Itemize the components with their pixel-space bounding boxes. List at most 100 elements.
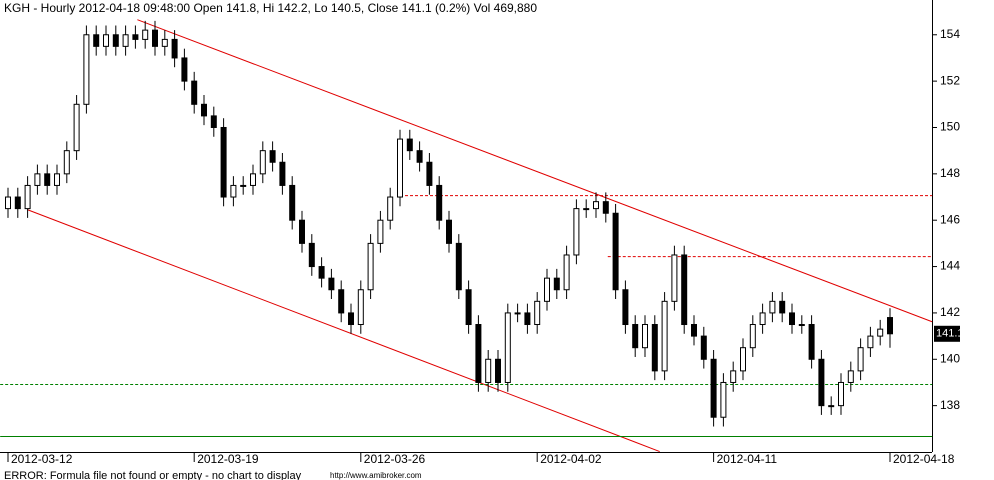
x-tick-label: 2012-03-19 — [197, 452, 259, 466]
candle-body — [455, 242, 462, 291]
candle-body — [808, 324, 815, 360]
candle-body — [318, 266, 325, 279]
candle-body — [769, 300, 776, 314]
candle-body — [730, 370, 737, 383]
candle-body — [142, 29, 149, 40]
candle-body — [759, 312, 766, 326]
candle-body — [563, 254, 570, 291]
x-tick-label: 2012-03-12 — [11, 452, 73, 466]
candle-body — [210, 115, 217, 128]
candle-body — [112, 34, 119, 47]
candle-body — [524, 312, 531, 326]
study-line — [137, 19, 933, 323]
candle-body — [240, 184, 247, 187]
candle-body — [5, 196, 11, 210]
candle-body — [593, 201, 599, 210]
candle-body — [749, 324, 756, 349]
candle-body — [103, 34, 109, 47]
candle-body — [357, 289, 364, 326]
candle-body — [700, 335, 707, 360]
candle-body — [436, 184, 443, 221]
candle-body — [348, 312, 354, 326]
candle-body — [377, 219, 384, 244]
candle-body — [838, 381, 844, 407]
candle-body — [544, 277, 550, 302]
candle-body — [632, 324, 639, 349]
candle-body — [34, 173, 41, 186]
candle-body — [857, 347, 864, 372]
candle-body — [122, 34, 129, 47]
candle-body — [553, 277, 560, 291]
candle-body — [426, 161, 433, 186]
candle-body — [289, 184, 296, 221]
y-tick-label: 144 — [940, 259, 960, 273]
chart-title: KGH - Hourly 2012-04-18 09:48:00 Open 14… — [4, 1, 537, 15]
candle-body — [259, 150, 266, 175]
candle-body — [495, 358, 501, 383]
candle-body — [14, 196, 21, 210]
candle-body — [54, 173, 60, 186]
y-tick-label: 142 — [940, 305, 960, 319]
candle-body — [622, 289, 629, 326]
candle-body — [465, 289, 472, 326]
candle-body — [828, 405, 835, 408]
x-tick-label: 2012-04-11 — [717, 452, 778, 466]
candle-body — [397, 138, 403, 198]
candle-body — [867, 335, 874, 349]
candle-body — [485, 358, 492, 383]
candle-body — [602, 201, 609, 214]
candle-body — [710, 358, 717, 418]
x-tick-label: 2012-03-26 — [364, 452, 426, 466]
x-tick-label: 2012-04-02 — [540, 452, 602, 466]
candle-body — [387, 196, 394, 221]
candle-body — [201, 103, 207, 117]
study-line — [27, 209, 660, 453]
y-tick-label: 150 — [940, 120, 960, 134]
candle-body — [171, 38, 178, 59]
candle-body — [161, 38, 168, 47]
candle-body — [789, 312, 795, 326]
footer: ERROR: Formula file not found or empty -… — [4, 470, 302, 480]
y-tick-label: 140 — [940, 351, 960, 365]
candle-body — [152, 29, 158, 47]
y-tick-label: 154 — [940, 27, 960, 41]
y-tick-label: 138 — [940, 398, 960, 412]
candle-body — [847, 370, 854, 383]
candle-body — [132, 34, 139, 40]
candle-body — [446, 219, 452, 244]
candle-body — [583, 208, 590, 211]
candle-body — [887, 317, 893, 335]
candle-body — [681, 254, 688, 326]
y-tick-label: 146 — [940, 212, 960, 226]
candle-body — [191, 80, 198, 105]
candle-body — [642, 324, 648, 349]
candle-body — [93, 34, 100, 47]
candle-body — [818, 358, 825, 407]
candle-body — [279, 161, 286, 186]
last-price-box — [934, 325, 960, 342]
candle-body — [416, 150, 423, 163]
candle-body — [475, 324, 482, 383]
y-tick-label: 152 — [940, 73, 960, 87]
candle-body — [181, 57, 188, 82]
candle-body — [798, 324, 805, 327]
candle-body — [406, 138, 413, 152]
candle-body — [220, 126, 227, 198]
candle-body — [612, 212, 619, 291]
candle-body — [514, 312, 521, 315]
candle-body — [661, 300, 668, 372]
candle-body — [328, 277, 335, 291]
candle-body — [250, 173, 256, 186]
y-tick-label: 148 — [940, 166, 960, 180]
candle-body — [230, 184, 237, 198]
candle-body — [504, 312, 511, 383]
candle-body — [720, 381, 727, 418]
candle-body — [63, 150, 70, 175]
watermark: http://www.amibroker.com — [330, 471, 422, 480]
candle-body — [338, 289, 345, 314]
candle-body — [651, 324, 658, 372]
candle-body — [308, 242, 315, 268]
last-price-label: 141.1 — [936, 328, 964, 340]
candle-body — [269, 150, 276, 163]
